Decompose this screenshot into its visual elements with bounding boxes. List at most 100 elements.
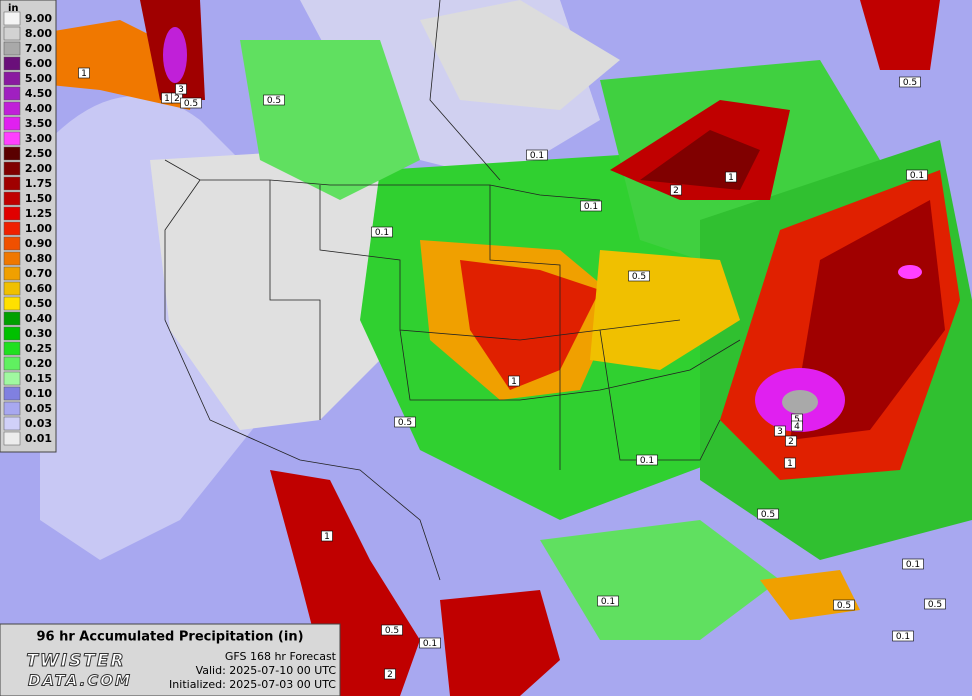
legend: in 9.00 8.00 7.00 6.00 5.00 4.50 4.00 3.50 3.00 2… bbox=[0, 0, 57, 453]
contour-label-box bbox=[381, 624, 403, 636]
contour-label: 0.1 bbox=[530, 151, 544, 161]
legend-swatch bbox=[3, 206, 21, 221]
legend-label: 0.50 bbox=[25, 297, 52, 310]
contour-label: 1 bbox=[787, 459, 793, 469]
legend-swatch bbox=[3, 371, 21, 386]
legend-swatch bbox=[3, 11, 21, 26]
contour-label-box bbox=[774, 425, 786, 437]
legend-label: 3.00 bbox=[25, 132, 52, 145]
legend-swatch bbox=[3, 386, 21, 401]
contour-label-box bbox=[597, 595, 619, 607]
legend-label: 9.00 bbox=[25, 12, 52, 25]
contour-label-box bbox=[833, 599, 855, 611]
contour-label: 0.1 bbox=[423, 639, 437, 649]
legend-swatch bbox=[3, 251, 21, 266]
legend-label: 4.00 bbox=[25, 102, 52, 115]
legend-swatch bbox=[3, 281, 21, 296]
legend-swatch bbox=[3, 26, 21, 41]
legend-swatch bbox=[3, 341, 21, 356]
contour-label-box bbox=[526, 149, 548, 161]
contour-label: 0.5 bbox=[632, 272, 646, 282]
legend-label: 0.90 bbox=[25, 237, 52, 250]
legend-swatch bbox=[3, 236, 21, 251]
legend-swatch bbox=[3, 101, 21, 116]
legend-swatch bbox=[3, 296, 21, 311]
legend-swatch bbox=[3, 161, 21, 176]
contour-label-box bbox=[784, 457, 796, 469]
legend-swatch bbox=[3, 131, 21, 146]
legend-swatch bbox=[3, 326, 21, 341]
legend-label: 2.50 bbox=[25, 147, 52, 160]
contour-label-box bbox=[725, 171, 737, 183]
legend-label: 0.40 bbox=[25, 312, 52, 325]
contour-label: 4 bbox=[794, 422, 800, 432]
legend-swatch bbox=[3, 431, 21, 446]
contour-label: 0.5 bbox=[267, 96, 281, 106]
contour-label: 0.1 bbox=[375, 228, 389, 238]
legend-swatch bbox=[3, 416, 21, 431]
legend-swatch bbox=[3, 176, 21, 191]
contour-label-box bbox=[757, 508, 779, 520]
footer: 96 hr Accumulated Precipitation (in) TWI… bbox=[0, 623, 341, 697]
contour-label: 2 bbox=[387, 670, 393, 680]
contour-label-box bbox=[508, 375, 520, 387]
legend-swatch bbox=[3, 311, 21, 326]
logo-top: TWISTER bbox=[26, 651, 125, 671]
init-time: Initialized: 2025-07-03 00 UTC bbox=[169, 678, 336, 691]
contour-label-box bbox=[78, 67, 90, 79]
contour-label-box bbox=[791, 420, 803, 432]
legend-label: 0.70 bbox=[25, 267, 52, 280]
contour-label: 2 bbox=[673, 186, 679, 196]
legend-label: 2.00 bbox=[25, 162, 52, 175]
contour-label-box bbox=[924, 598, 946, 610]
legend-label: 4.50 bbox=[25, 87, 52, 100]
contour-label-box bbox=[580, 200, 602, 212]
legend-label: 0.03 bbox=[25, 417, 52, 430]
contour-label-box bbox=[902, 558, 924, 570]
contour-label: 1 bbox=[324, 532, 330, 542]
contour-label: 0.5 bbox=[761, 510, 775, 520]
valid-time: Valid: 2025-07-10 00 UTC bbox=[196, 664, 337, 677]
contour-label: 0.5 bbox=[398, 418, 412, 428]
legend-label: 6.00 bbox=[25, 57, 52, 70]
footer-title: 96 hr Accumulated Precipitation (in) bbox=[36, 630, 303, 645]
contour-label: 1 bbox=[81, 69, 87, 79]
legend-swatch bbox=[3, 221, 21, 236]
contour-label: 3 bbox=[178, 85, 184, 95]
contour-label: 0.1 bbox=[584, 202, 598, 212]
legend-label: 5.00 bbox=[25, 72, 52, 85]
legend-label: 0.20 bbox=[25, 357, 52, 370]
contour-label: 1 bbox=[164, 94, 170, 104]
contour-label: 3 bbox=[777, 427, 783, 437]
legend-label: 1.00 bbox=[25, 222, 52, 235]
boundaries bbox=[164, 0, 741, 581]
contour-label-box bbox=[384, 668, 396, 680]
legend-swatch bbox=[3, 71, 21, 86]
legend-label: 7.00 bbox=[25, 42, 52, 55]
legend-label: 1.25 bbox=[25, 207, 52, 220]
contour-label-box bbox=[636, 454, 658, 466]
contour-label-box bbox=[419, 637, 441, 649]
contour-label: 5 bbox=[794, 415, 800, 425]
contour-label-box bbox=[175, 83, 187, 95]
legend-swatch bbox=[3, 356, 21, 371]
contour-label: 0.1 bbox=[910, 171, 924, 181]
legend-unit: in bbox=[8, 3, 19, 14]
contour-label: 0.1 bbox=[601, 597, 615, 607]
legend-swatch bbox=[3, 191, 21, 206]
legend-label: 0.10 bbox=[25, 387, 52, 400]
legend-label: 3.50 bbox=[25, 117, 52, 130]
contour-label: 0.1 bbox=[640, 456, 654, 466]
legend-swatch bbox=[3, 56, 21, 71]
contour-label-box bbox=[321, 530, 333, 542]
contour-label-box bbox=[785, 435, 797, 447]
contour-label-box bbox=[906, 169, 928, 181]
contour-label-box bbox=[670, 184, 682, 196]
legend-label: 0.25 bbox=[25, 342, 52, 355]
contour-label: 0.5 bbox=[928, 600, 942, 610]
contour-label-box bbox=[899, 76, 921, 88]
contour-label-box bbox=[394, 416, 416, 428]
legend-label: 0.05 bbox=[25, 402, 52, 415]
